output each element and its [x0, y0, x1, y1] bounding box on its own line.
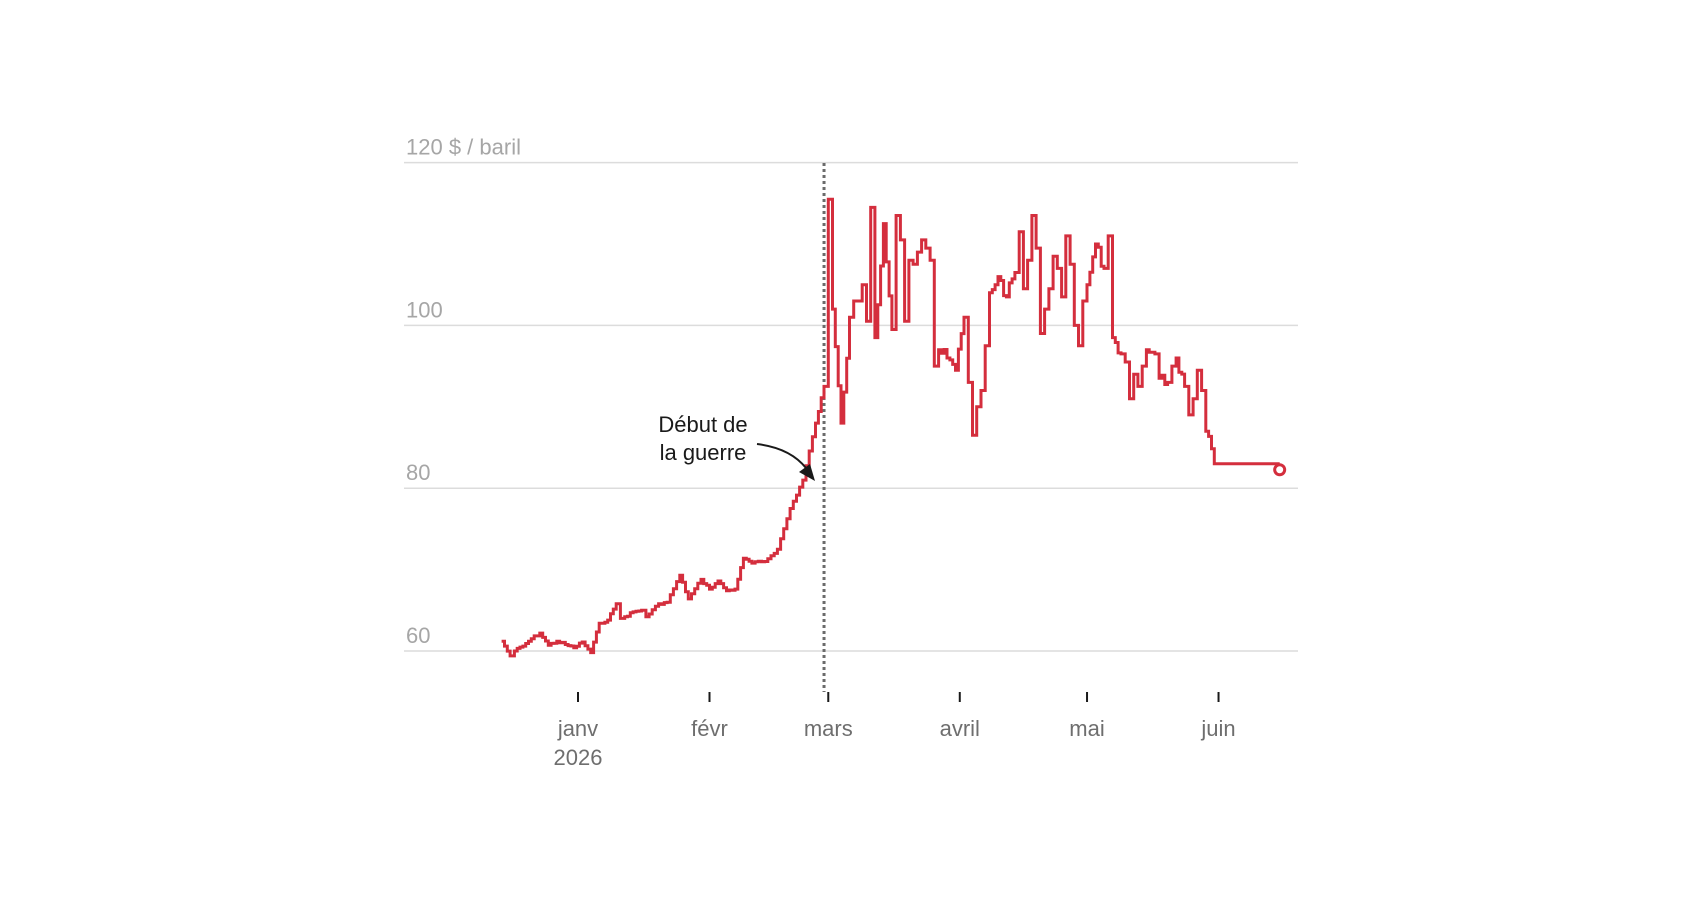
x-tick-label: juin: [1200, 716, 1235, 741]
y-axis-labels: 60 80 100 120 $ / baril: [406, 135, 521, 648]
last-value-marker: [1273, 463, 1287, 477]
annotation-line-2: la guerre: [660, 440, 747, 465]
y-tick-label: 80: [406, 460, 430, 485]
gridlines: [404, 161, 1298, 652]
annotation-line-1: Début de: [658, 412, 747, 437]
annotation-arrowhead: [799, 464, 815, 481]
x-tick-label: mai: [1069, 716, 1104, 741]
annotation-arrow: [756, 443, 807, 469]
x-tick-sublabel: 2026: [554, 745, 603, 770]
x-tick-label: janv: [557, 716, 598, 741]
x-axis: janv 2026 févr mars avril mai juin: [554, 692, 1236, 770]
y-tick-label: 60: [406, 623, 430, 648]
x-tick-label: avril: [940, 716, 980, 741]
y-tick-label: 100: [406, 297, 443, 322]
x-tick-label: mars: [804, 716, 853, 741]
war-annotation: Début de la guerre: [658, 412, 815, 481]
price-series-line: [501, 197, 1280, 658]
x-tick-label: févr: [691, 716, 728, 741]
y-tick-label: 120 $ / baril: [406, 135, 521, 160]
